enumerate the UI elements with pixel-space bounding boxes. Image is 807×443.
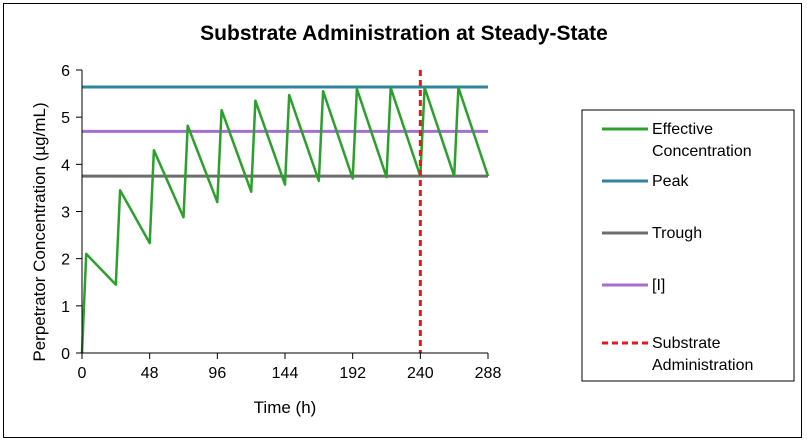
legend-items: Effective Concentration Peak Trough [I] Subst… xyxy=(602,121,753,374)
axis-ticks: 0 48 96 144 192 240 288 0 1 2 3 4 5 6 xyxy=(61,63,501,382)
legend-label: Trough xyxy=(652,225,702,242)
series-line-effective-concentration xyxy=(80,86,490,354)
x-tick-label: 48 xyxy=(141,365,159,382)
x-axis-title: Time (h) xyxy=(254,398,317,417)
legend-label: [I] xyxy=(652,277,665,294)
legend-label-line2: Administration xyxy=(652,357,753,374)
y-tick-label: 5 xyxy=(61,110,70,127)
x-tick-label: 288 xyxy=(475,365,502,382)
y-tick-label: 1 xyxy=(61,299,70,316)
legend-box xyxy=(581,109,795,382)
y-tick-label: 3 xyxy=(61,205,70,222)
legend-label: Peak xyxy=(652,173,689,190)
legend-label: Effective xyxy=(652,121,713,138)
y-tick-label: 4 xyxy=(61,157,70,174)
legend-label-line2: Concentration xyxy=(652,143,752,160)
x-tick-label: 144 xyxy=(272,365,299,382)
x-tick-label: 96 xyxy=(208,365,226,382)
y-tick-label: 6 xyxy=(61,63,70,80)
plot-lines xyxy=(80,70,490,354)
x-tick-label: 0 xyxy=(78,365,87,382)
axes xyxy=(81,70,488,354)
y-axis-title: Perpetrator Concentration (µg/mL) xyxy=(30,102,49,361)
y-tick-label: 0 xyxy=(61,346,70,363)
chart-title: Substrate Administration at Steady-State xyxy=(200,22,608,45)
legend-label: Substrate xyxy=(652,335,721,352)
x-tick-label: 240 xyxy=(407,365,434,382)
x-tick-label: 192 xyxy=(339,365,366,382)
y-tick-label: 2 xyxy=(61,252,70,269)
legend: Effective Concentration Peak Trough [I] Subst… xyxy=(581,109,795,382)
